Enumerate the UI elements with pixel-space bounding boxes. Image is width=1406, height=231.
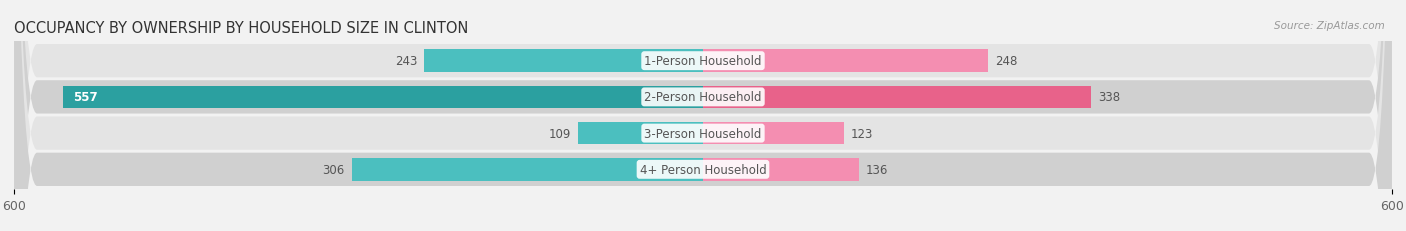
Text: 4+ Person Household: 4+ Person Household [640,163,766,176]
Bar [703,122,844,145]
FancyBboxPatch shape [14,0,1392,231]
Text: 123: 123 [851,127,873,140]
Bar [63,86,703,109]
Text: 557: 557 [73,91,97,104]
Text: 1-Person Household: 1-Person Household [644,55,762,68]
Bar [352,158,703,181]
FancyBboxPatch shape [14,0,1392,231]
Text: 338: 338 [1098,91,1121,104]
Text: 306: 306 [322,163,344,176]
Text: 2-Person Household: 2-Person Household [644,91,762,104]
FancyBboxPatch shape [14,0,1392,231]
Bar [703,158,859,181]
Text: 3-Person Household: 3-Person Household [644,127,762,140]
Text: 243: 243 [395,55,418,68]
Bar [425,50,703,73]
Text: 248: 248 [994,55,1017,68]
FancyBboxPatch shape [14,0,1392,231]
Bar [578,122,703,145]
Bar [703,86,1091,109]
Text: 109: 109 [548,127,571,140]
Bar [703,50,988,73]
Text: Source: ZipAtlas.com: Source: ZipAtlas.com [1274,21,1385,31]
Text: 136: 136 [866,163,889,176]
Text: OCCUPANCY BY OWNERSHIP BY HOUSEHOLD SIZE IN CLINTON: OCCUPANCY BY OWNERSHIP BY HOUSEHOLD SIZE… [14,21,468,36]
